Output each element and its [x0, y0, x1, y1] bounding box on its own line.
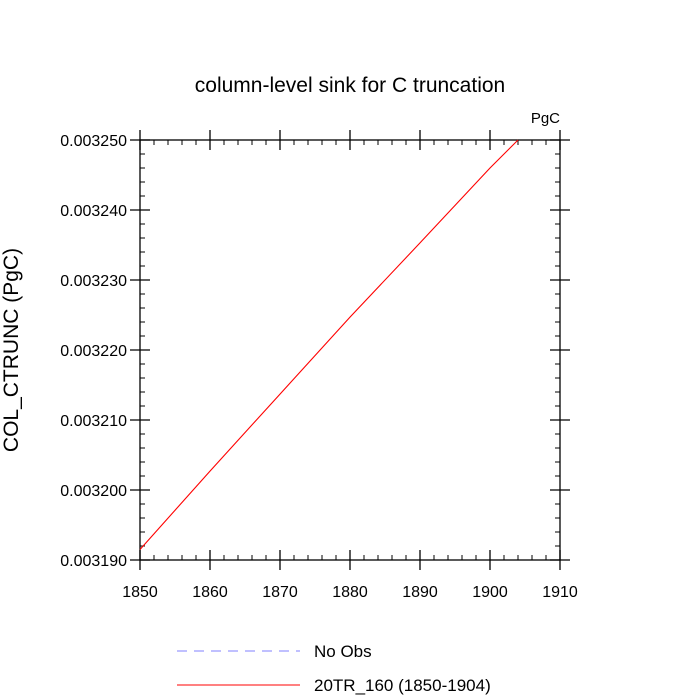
y-tick-label: 0.003220 [60, 343, 127, 360]
chart-title: column-level sink for C truncation [195, 74, 505, 97]
x-tick-labels: 1850 1860 1870 1880 1890 1900 1910 [122, 584, 578, 601]
legend-label: 20TR_160 (1850-1904) [314, 676, 491, 695]
plot-frame [139, 139, 561, 561]
x-tick-label: 1870 [262, 584, 298, 601]
y-tick-label: 0.003190 [60, 553, 127, 570]
units-label: PgC [531, 110, 560, 127]
x-tick-label: 1860 [192, 584, 228, 601]
series-line [139, 139, 519, 550]
x-tick-label: 1850 [122, 584, 158, 601]
y-tick-label: 0.003210 [60, 413, 127, 430]
legend: No Obs 20TR_160 (1850-1904) [177, 642, 491, 695]
y-tick-labels: 0.003190 0.003200 0.003210 0.003220 0.003230… [60, 133, 127, 570]
y-axis-label: COL_CTRUNC (PgC) [0, 248, 23, 452]
y-tick-label: 0.003200 [60, 483, 127, 500]
y-tick-label: 0.003250 [60, 133, 127, 150]
series-layer [139, 139, 519, 550]
legend-label: No Obs [314, 642, 372, 661]
x-tick-label: 1910 [542, 584, 578, 601]
plot-border [139, 139, 561, 561]
major-ticks [130, 130, 570, 570]
x-tick-label: 1900 [472, 584, 508, 601]
minor-ticks [140, 140, 560, 560]
y-tick-label: 0.003240 [60, 203, 127, 220]
x-tick-label: 1880 [332, 584, 368, 601]
y-tick-label: 0.003230 [60, 273, 127, 290]
x-tick-label: 1890 [402, 584, 438, 601]
